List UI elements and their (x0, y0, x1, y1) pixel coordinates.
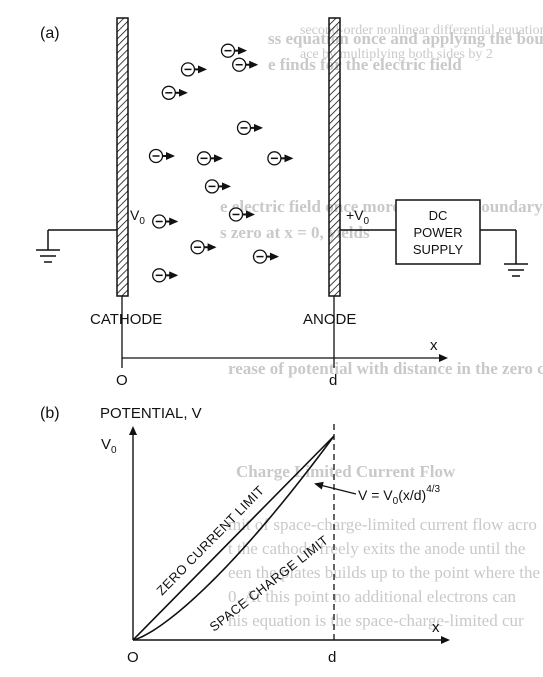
power-supply-label-line: SUPPLY (413, 242, 464, 257)
v0-axis-label: V0 (101, 436, 117, 456)
origin-label-b: O (127, 649, 139, 666)
background-text-line: s zero at x = 0, yields (220, 223, 370, 242)
background-text-line: e finds for the electric field (268, 55, 462, 74)
background-text: ss equation once and applying the bounda… (220, 23, 543, 630)
electron (267, 151, 294, 166)
d-label-b: d (328, 649, 336, 666)
background-text-line: mit of space-charge-limited current flow… (228, 515, 537, 534)
anode-label: ANODE (303, 311, 356, 328)
background-text-line: rease of potential with distance in the … (228, 359, 543, 378)
x-axis-label-a: x (430, 337, 438, 354)
electron (196, 151, 223, 166)
background-text-line: t the cathode freely exits the anode unt… (228, 539, 525, 558)
electron (152, 214, 179, 229)
electron (236, 120, 263, 136)
power-supply-box (395, 199, 481, 265)
equation-pointer (314, 481, 357, 495)
electron (204, 179, 231, 194)
background-text-line: Charge Limited Current Flow (236, 462, 456, 481)
electron (152, 268, 179, 283)
electron (252, 249, 279, 264)
power-supply-label-line: POWER (413, 225, 462, 240)
d-label-a: d (329, 372, 337, 389)
panel-a: (a) V0 +V0 DC POWER SUPPLY CATHODE (36, 17, 528, 389)
anode-plate (328, 17, 341, 297)
space-charge-limit-curve (132, 435, 335, 641)
electron (148, 148, 175, 164)
ground-icon (504, 263, 528, 277)
background-text-line: his equation is the space-charge-limited… (228, 611, 524, 630)
zero-current-limit-line (132, 435, 335, 641)
x-axis-label-b: x (432, 619, 440, 636)
electron (180, 62, 207, 77)
background-text-line: ace by multiplying both sides by 2 (300, 47, 493, 62)
background-text-line: 0. At this point no additional electrons… (228, 587, 517, 606)
cathode-voltage-label: V0 (130, 207, 145, 227)
electron (190, 240, 217, 255)
origin-label-a: O (116, 372, 128, 389)
electron-group (148, 43, 294, 283)
background-text-line: e electric field once more, with the bou… (220, 197, 543, 216)
electron (232, 57, 259, 72)
y-axis-label: POTENTIAL, V (100, 405, 202, 422)
power-supply-label-line: DC (429, 208, 448, 223)
equation-label: V = V0(x/d)4/3 (358, 484, 441, 507)
cathode-plate (116, 17, 129, 297)
electron (161, 85, 188, 100)
background-text-line: second-order nonlinear differential equa… (300, 23, 543, 38)
cathode-label: CATHODE (90, 311, 162, 328)
background-text-line: een the plates builds up to the point wh… (228, 563, 540, 582)
panel-a-label: (a) (40, 25, 60, 42)
electron (228, 207, 255, 222)
anode-voltage-label: +V0 (346, 207, 370, 227)
electron (220, 43, 247, 58)
panel-b-label: (b) (40, 405, 60, 422)
ground-icon (36, 249, 60, 263)
